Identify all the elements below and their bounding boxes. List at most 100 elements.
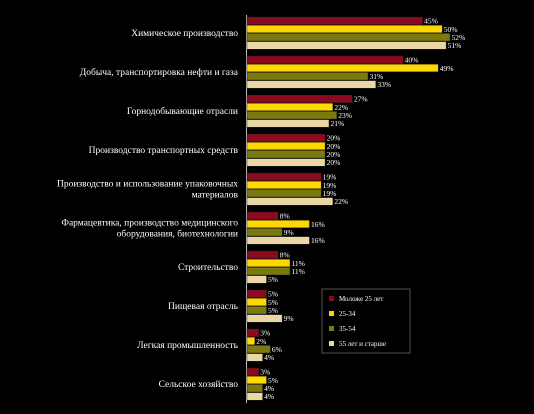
bar [246,353,263,362]
category-label: Строительство [178,263,238,273]
bar [246,345,271,354]
category-label-line: Горнодобывающие отрасли [127,106,238,117]
legend-swatch [329,341,334,346]
category-label-line: Пищевая отрасль [168,302,239,312]
category-label-line: Сельское хозяйство [159,379,239,390]
bar [246,150,326,159]
bar [246,102,334,111]
value-label: 2% [256,337,266,346]
category-label: Горнодобывающие отрасли [127,106,238,117]
bar [246,328,259,337]
value-label: 51% [448,41,462,50]
value-label: 9% [284,314,294,323]
bar [246,384,263,393]
bar [246,376,267,385]
value-label: 22% [334,197,348,206]
category-label: Химическое производство [131,29,238,39]
category-label-line: Фармацевтика, производство медицинского [61,219,238,229]
value-label: 5% [268,290,278,299]
legend-label: 55 лет и старше [339,340,386,348]
bar [246,306,267,315]
legend-label: 25-34 [339,310,356,318]
value-label: 5% [268,306,278,315]
legend-swatch [329,311,334,316]
bars [246,16,451,401]
value-label: 20% [327,134,341,143]
bar [246,197,334,206]
value-label: 8% [280,212,290,221]
bar [246,236,310,245]
value-label: 5% [268,376,278,385]
value-label: 9% [284,228,294,237]
value-label: 5% [268,298,278,307]
category-label: Производство транспортных средств [89,146,239,156]
category-label: Фармацевтика, производство медицинского о… [61,219,238,240]
bar [246,337,256,346]
value-label: 45% [424,17,438,26]
bar [246,80,377,89]
value-label: 4% [264,392,274,401]
bar [246,180,322,189]
bar [246,314,283,323]
category-label-line: Производство и использование упаковочных [57,180,238,190]
legend-swatch [329,326,334,331]
bar [246,189,322,198]
value-label: 50% [444,25,458,34]
bar [246,119,330,128]
bar [246,211,279,220]
bar [246,33,451,42]
value-label: 52% [452,33,466,42]
bar [246,111,337,120]
value-label: 3% [260,368,270,377]
value-label: 4% [264,384,274,393]
value-label: 4% [264,353,274,362]
category-label: Легкая промышленность [137,341,239,351]
value-label: 49% [440,64,454,73]
bar [246,289,267,298]
value-label: 19% [323,173,337,182]
value-label: 3% [260,329,270,338]
value-label: 16% [311,220,325,229]
value-label: 27% [354,95,368,104]
legend-label: Моложе 25 лет [339,295,383,303]
bar [246,250,279,259]
value-label: 5% [268,275,278,284]
value-label: 20% [327,150,341,159]
bar [246,41,447,50]
bar [246,267,291,276]
legend: Моложе 25 лет 25-34 35-54 55 лет и старше [321,288,411,354]
category-label-line: оборудования, биотехнологии [117,229,238,240]
value-label: 20% [327,142,341,151]
category-label: Пищевая отрасль [168,302,239,312]
value-label: 40% [405,56,419,65]
value-label: 6% [272,345,282,354]
bar [246,55,404,64]
category-label: Сельское хозяйство [159,379,239,390]
bar [246,219,310,228]
value-label: 22% [334,103,348,112]
legend-swatch [329,296,334,301]
category-label-line: Легкая промышленность [137,341,239,351]
bar [246,63,439,72]
bar [246,133,326,142]
bar [246,158,326,167]
bar [246,72,369,81]
bar [246,16,423,25]
value-label: 11% [291,267,304,276]
category-label-line: Строительство [178,263,238,273]
value-label: 20% [327,158,341,167]
bar [246,228,283,237]
value-label: 11% [291,259,304,268]
bar [246,392,263,401]
category-label-line: Химическое производство [131,29,238,39]
bar [246,367,259,376]
value-label: 19% [323,189,337,198]
legend-box [321,288,411,354]
bar [246,94,353,103]
value-label: 31% [370,72,384,81]
bar [246,275,267,284]
bar [246,141,326,150]
legend-label: 35-54 [339,325,356,333]
value-label: 8% [280,251,290,260]
